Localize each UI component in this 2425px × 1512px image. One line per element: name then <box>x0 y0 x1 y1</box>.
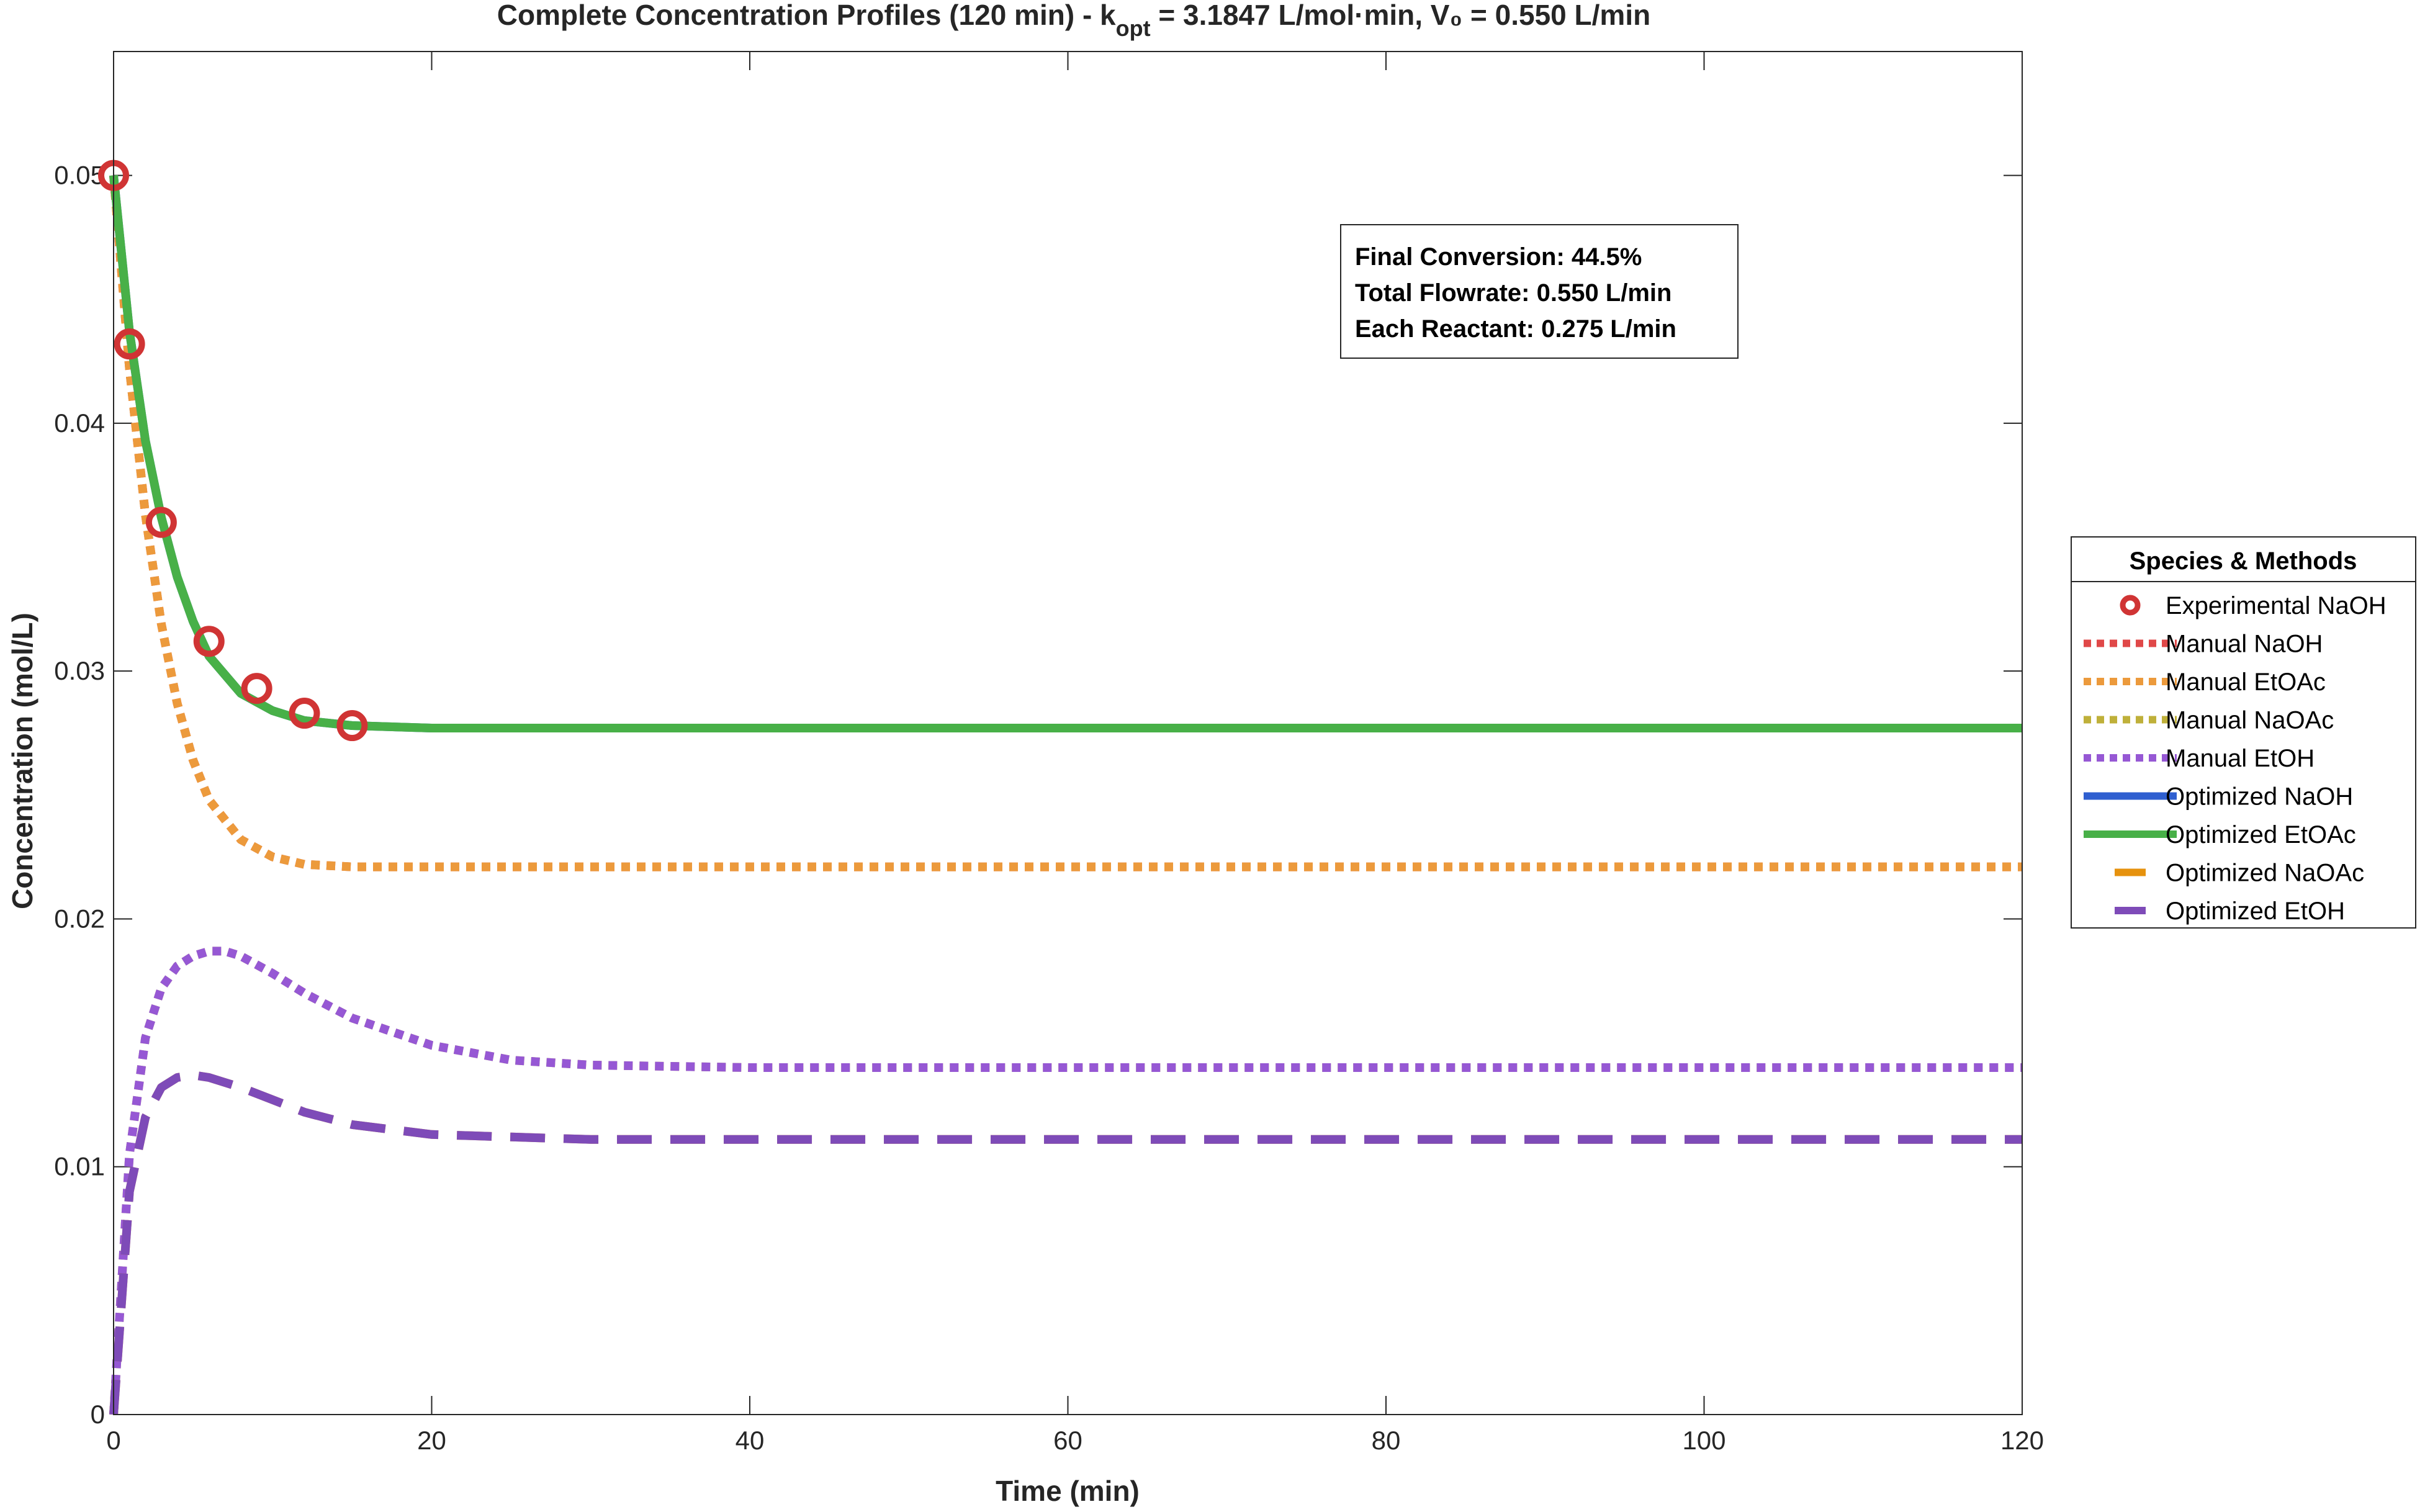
legend-item-manual-etoh: Manual EtOH <box>2084 745 2315 772</box>
point-experimental-naoh <box>241 673 272 704</box>
chart-title-prefix: Complete Concentration Profiles (120 min… <box>497 0 1116 31</box>
legend-item-experimental-naoh: Experimental NaOH <box>2120 592 2387 619</box>
x-tick-label: 40 <box>736 1426 765 1455</box>
legend-item-optimized-etoac: Optimized EtOAc <box>2084 821 2356 848</box>
y-tick-label: 0.03 <box>54 656 105 685</box>
x-axis-label: Time (min) <box>996 1475 1140 1507</box>
y-tick-label: 0.05 <box>54 161 105 190</box>
point-experimental-naoh <box>145 506 177 538</box>
plot-frame <box>113 51 2023 1415</box>
annotation-line-1: Final Conversion: 44.5% <box>1355 243 1642 271</box>
y-tick-label: 0 <box>91 1400 105 1429</box>
series-layer <box>98 160 2022 1415</box>
x-tick-label: 0 <box>106 1426 120 1455</box>
legend-label: Experimental NaOH <box>2166 592 2387 619</box>
legend-swatch <box>2120 595 2141 616</box>
annotation-box: Final Conversion: 44.5% Total Flowrate: … <box>1340 224 1739 359</box>
line-optimized-etoh <box>109 1071 2022 1415</box>
chart-title: Complete Concentration Profiles (120 min… <box>497 0 1650 41</box>
line-optimized-etoac <box>109 174 2022 732</box>
point-experimental-naoh <box>289 698 320 729</box>
legend-item-optimized-etoh: Optimized EtOH <box>2115 898 2345 925</box>
x-tick-label: 20 <box>417 1426 446 1455</box>
line-manual-etoh <box>109 947 2022 1415</box>
legend-label: Optimized EtOH <box>2166 898 2345 925</box>
x-tick-label: 120 <box>2000 1426 2044 1455</box>
chart-title-subscript: opt <box>1116 16 1151 41</box>
y-tick-label: 0.04 <box>54 408 105 438</box>
legend-label: Manual EtOH <box>2166 745 2315 772</box>
legend-item-optimized-naoh: Optimized NaOH <box>2084 783 2353 811</box>
annotation-line-2: Total Flowrate: 0.550 L/min <box>1355 279 1671 307</box>
legend-title: Species & Methods <box>2130 547 2357 575</box>
x-tick-label: 60 <box>1053 1426 1082 1455</box>
legend: Species & Methods Experimental NaOH Manua… <box>2071 536 2416 929</box>
legend-label: Optimized NaOAc <box>2166 860 2364 887</box>
line-manual-etoac <box>109 175 2022 871</box>
legend-label: Manual NaOAc <box>2166 707 2334 734</box>
annotation-line-3: Each Reactant: 0.275 L/min <box>1355 315 1676 343</box>
y-tick-label: 0.02 <box>54 904 105 933</box>
legend-item-manual-etoac: Manual EtOAc <box>2084 668 2326 696</box>
point-experimental-naoh <box>336 710 368 742</box>
legend-item-optimized-naoac: Optimized NaOAc <box>2115 860 2364 887</box>
x-tick-label: 80 <box>1372 1426 1401 1455</box>
y-axis-label: Concentration (mol/L) <box>6 613 38 909</box>
legend-label: Manual NaOH <box>2166 631 2323 658</box>
x-tick-label: 100 <box>1682 1426 1725 1455</box>
annotation-frame <box>1340 224 1739 359</box>
point-experimental-naoh <box>193 626 225 657</box>
legend-label: Optimized NaOH <box>2166 783 2353 811</box>
legend-label: Manual EtOAc <box>2166 668 2326 696</box>
legend-label: Optimized EtOAc <box>2166 821 2356 848</box>
legend-item-manual-naoh: Manual NaOH <box>2084 631 2323 658</box>
y-tick-label: 0.01 <box>54 1152 105 1181</box>
legend-item-manual-naoac: Manual NaOAc <box>2084 707 2334 734</box>
legend-items: Experimental NaOH Manual NaOH Manual EtOAc… <box>2084 592 2387 925</box>
legend-frame <box>2071 536 2416 929</box>
chart-title-suffix: = 3.1847 L/mol·min, V₀ = 0.550 L/min <box>1151 0 1651 31</box>
point-experimental-naoh <box>114 328 145 360</box>
axis-ticks: 0 20 40 60 80 100 120 0 0.01 0.02 0.03 0.04 0.05 <box>54 52 2044 1455</box>
